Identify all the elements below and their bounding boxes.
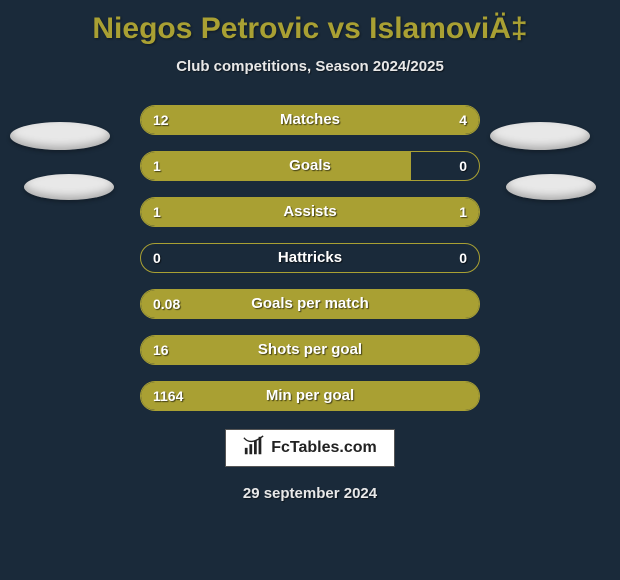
bar-label: Goals bbox=[141, 152, 479, 180]
bar-value-right: 1 bbox=[459, 198, 467, 226]
brand-badge: FcTables.com bbox=[225, 429, 395, 467]
bar-label: Goals per match bbox=[141, 290, 479, 318]
bar-label: Shots per goal bbox=[141, 336, 479, 364]
bar-label: Hattricks bbox=[141, 244, 479, 272]
decorative-ellipse bbox=[10, 122, 110, 150]
brand-text: FcTables.com bbox=[271, 439, 377, 457]
bar-chart-icon bbox=[243, 435, 265, 462]
bar-label: Matches bbox=[141, 106, 479, 134]
bar-value-left: 12 bbox=[153, 106, 169, 134]
bar-value-left: 1164 bbox=[153, 382, 183, 410]
bar-value-right: 0 bbox=[459, 152, 467, 180]
bar-value-left: 16 bbox=[153, 336, 169, 364]
stat-row: Goals1 0 bbox=[140, 151, 480, 181]
bar-value-left: 1 bbox=[153, 152, 161, 180]
bar-value-right: 4 bbox=[459, 106, 467, 134]
bar-value-left: 1 bbox=[153, 198, 161, 226]
stat-row: Goals per match0.08 bbox=[140, 289, 480, 319]
bar-value-left: 0 bbox=[153, 244, 161, 272]
subtitle: Club competitions, Season 2024/2025 bbox=[0, 58, 620, 75]
page-title: Niegos Petrovic vs IslamoviÄ‡ bbox=[0, 0, 620, 46]
stat-row: Matches12 4 bbox=[140, 105, 480, 135]
stat-row: Min per goal1164 bbox=[140, 381, 480, 411]
decorative-ellipse bbox=[506, 174, 596, 200]
bar-value-left: 0.08 bbox=[153, 290, 180, 318]
comparison-chart: Matches124Goals10Assists11Hattricks00Goa… bbox=[140, 105, 480, 411]
bar-label: Min per goal bbox=[141, 382, 479, 410]
date-text: 29 september 2024 bbox=[0, 485, 620, 502]
decorative-ellipse bbox=[24, 174, 114, 200]
stat-row: Assists1 1 bbox=[140, 197, 480, 227]
stat-row: Hattricks0 0 bbox=[140, 243, 480, 273]
decorative-ellipse bbox=[490, 122, 590, 150]
bar-label: Assists bbox=[141, 198, 479, 226]
bar-value-right: 0 bbox=[459, 244, 467, 272]
stat-row: Shots per goal16 bbox=[140, 335, 480, 365]
